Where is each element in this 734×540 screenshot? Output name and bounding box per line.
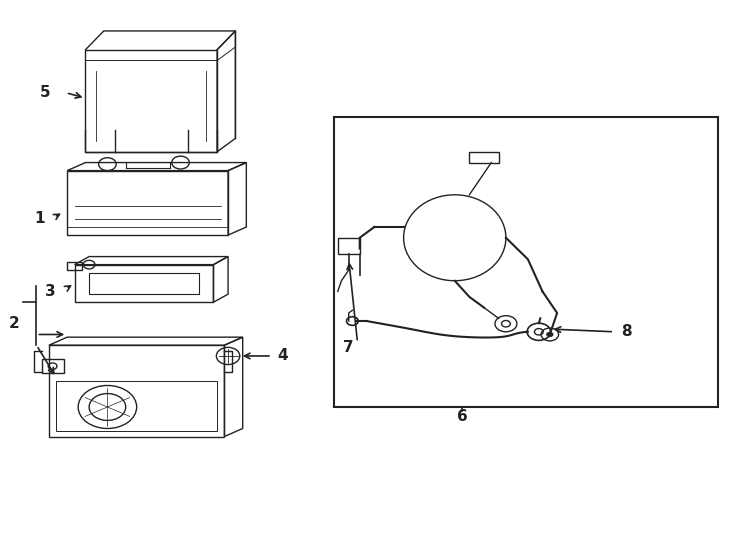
Circle shape	[546, 332, 553, 337]
Bar	[469, 152, 498, 163]
Bar	[42, 359, 64, 373]
Text: 4: 4	[277, 348, 288, 363]
Bar	[68, 262, 81, 270]
Bar	[334, 117, 718, 407]
Text: 7: 7	[344, 340, 354, 355]
Text: 5: 5	[40, 85, 51, 100]
Text: 2: 2	[10, 316, 20, 331]
Bar	[89, 273, 199, 294]
Text: 8: 8	[621, 325, 632, 339]
Text: 1: 1	[34, 212, 45, 226]
Text: 6: 6	[457, 409, 468, 423]
Bar	[338, 238, 360, 254]
Bar	[57, 381, 217, 431]
Text: 3: 3	[45, 284, 56, 299]
